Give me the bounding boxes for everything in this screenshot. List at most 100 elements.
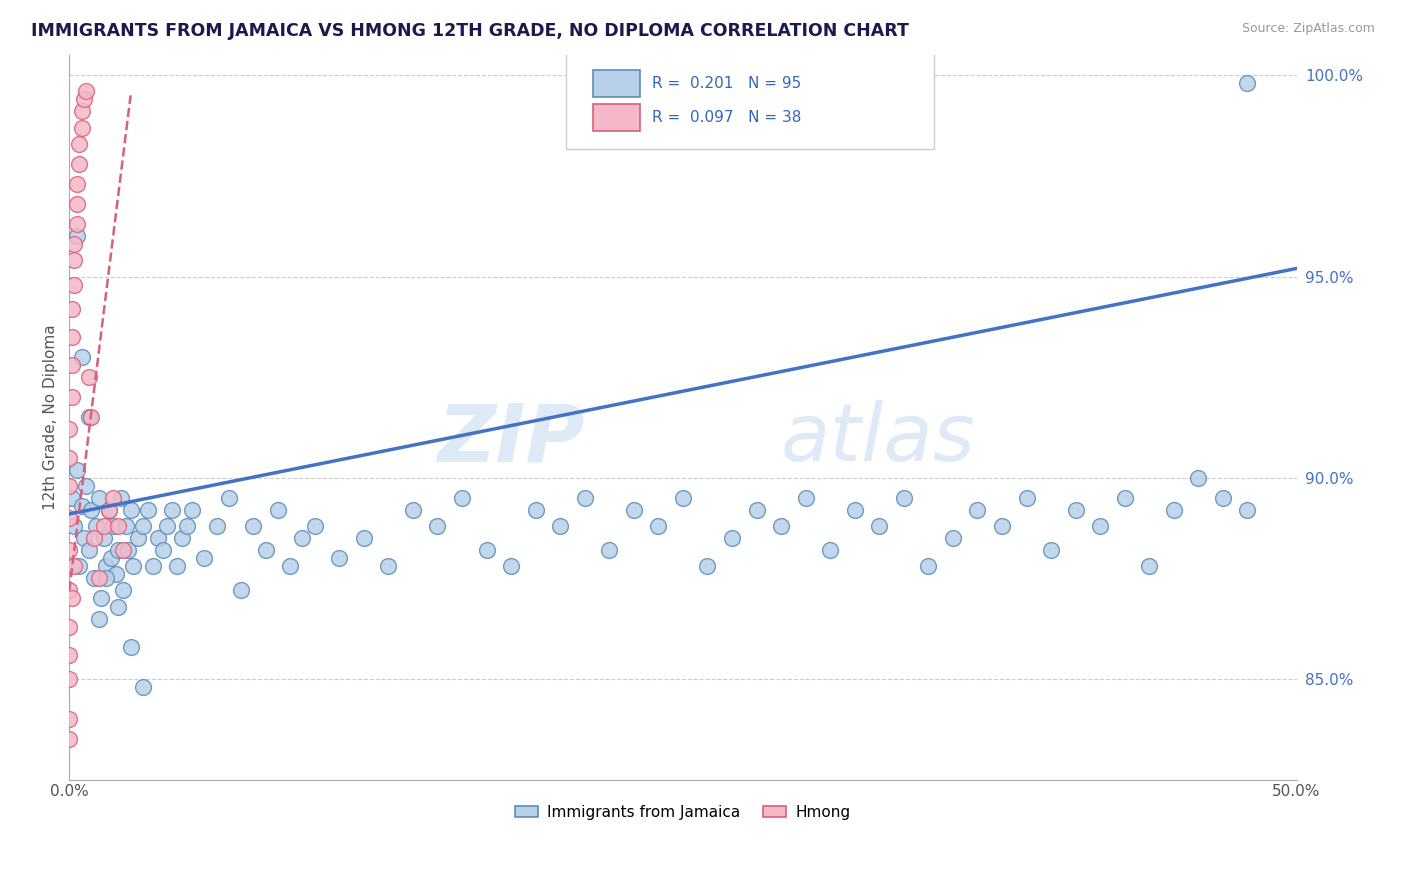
Point xyxy=(104,567,127,582)
Point xyxy=(83,531,105,545)
Point xyxy=(87,491,110,505)
Point xyxy=(80,503,103,517)
Point xyxy=(60,390,83,404)
Point xyxy=(90,591,112,606)
Point xyxy=(127,531,149,545)
Point xyxy=(112,543,135,558)
Point xyxy=(242,519,264,533)
Point xyxy=(377,559,399,574)
Point xyxy=(942,531,965,545)
Point xyxy=(181,503,204,517)
Point xyxy=(77,370,100,384)
Point xyxy=(229,583,252,598)
Point xyxy=(60,330,83,344)
Y-axis label: 12th Grade, No Diploma: 12th Grade, No Diploma xyxy=(44,325,58,510)
Point xyxy=(122,559,145,574)
Point xyxy=(672,491,695,505)
Point xyxy=(574,491,596,505)
Point xyxy=(70,120,93,135)
Point xyxy=(65,463,87,477)
Point xyxy=(93,531,115,545)
Point xyxy=(80,410,103,425)
Point xyxy=(647,519,669,533)
Point xyxy=(745,503,768,517)
Point xyxy=(172,531,194,545)
Point xyxy=(794,491,817,505)
Point xyxy=(63,559,86,574)
Legend: Immigrants from Jamaica, Hmong: Immigrants from Jamaica, Hmong xyxy=(509,799,856,826)
FancyBboxPatch shape xyxy=(593,103,640,131)
Point xyxy=(475,543,498,558)
Point xyxy=(60,358,83,372)
Point xyxy=(136,503,159,517)
Point xyxy=(1236,76,1258,90)
Point xyxy=(67,136,90,151)
Point xyxy=(254,543,277,558)
Point xyxy=(84,519,107,533)
Point xyxy=(868,519,890,533)
Point xyxy=(117,543,139,558)
Point xyxy=(112,583,135,598)
Point xyxy=(100,551,122,566)
Point xyxy=(696,559,718,574)
Point xyxy=(1114,491,1136,505)
Point xyxy=(107,599,129,614)
Point xyxy=(93,519,115,533)
Point xyxy=(176,519,198,533)
Point xyxy=(73,92,96,106)
Point xyxy=(623,503,645,517)
Point xyxy=(917,559,939,574)
Text: atlas: atlas xyxy=(782,401,976,478)
Point xyxy=(103,491,125,505)
Point xyxy=(70,350,93,364)
Text: R =  0.097   N = 38: R = 0.097 N = 38 xyxy=(652,110,801,125)
Point xyxy=(75,84,97,98)
Point xyxy=(142,559,165,574)
Point xyxy=(75,479,97,493)
Point xyxy=(114,519,136,533)
Point xyxy=(65,229,87,244)
Point xyxy=(94,571,117,585)
Point xyxy=(267,503,290,517)
Point xyxy=(60,301,83,316)
Point xyxy=(1236,503,1258,517)
Point xyxy=(548,519,571,533)
Point xyxy=(107,519,129,533)
Point xyxy=(70,499,93,513)
Point xyxy=(58,712,80,726)
Point xyxy=(1064,503,1087,517)
Point xyxy=(107,543,129,558)
Point xyxy=(94,559,117,574)
Point xyxy=(58,648,80,662)
Point xyxy=(87,571,110,585)
Point xyxy=(991,519,1014,533)
Point xyxy=(65,177,87,191)
Point xyxy=(205,519,228,533)
Point xyxy=(58,422,80,436)
Point xyxy=(58,479,80,493)
Point xyxy=(402,503,425,517)
Point xyxy=(63,277,86,292)
Point xyxy=(77,410,100,425)
Point xyxy=(120,503,142,517)
Point xyxy=(58,620,80,634)
Point xyxy=(328,551,350,566)
Point xyxy=(58,732,80,747)
Point xyxy=(353,531,375,545)
Point xyxy=(162,503,184,517)
Point xyxy=(152,543,174,558)
Point xyxy=(65,217,87,231)
Point xyxy=(193,551,215,566)
Point xyxy=(1212,491,1234,505)
Point xyxy=(65,197,87,211)
Point xyxy=(818,543,841,558)
Point xyxy=(426,519,449,533)
Point xyxy=(598,543,620,558)
Point xyxy=(77,543,100,558)
Point xyxy=(304,519,326,533)
Text: ZIP: ZIP xyxy=(437,401,585,478)
Point xyxy=(120,640,142,654)
Point xyxy=(83,571,105,585)
Point xyxy=(524,503,547,517)
Point xyxy=(499,559,522,574)
